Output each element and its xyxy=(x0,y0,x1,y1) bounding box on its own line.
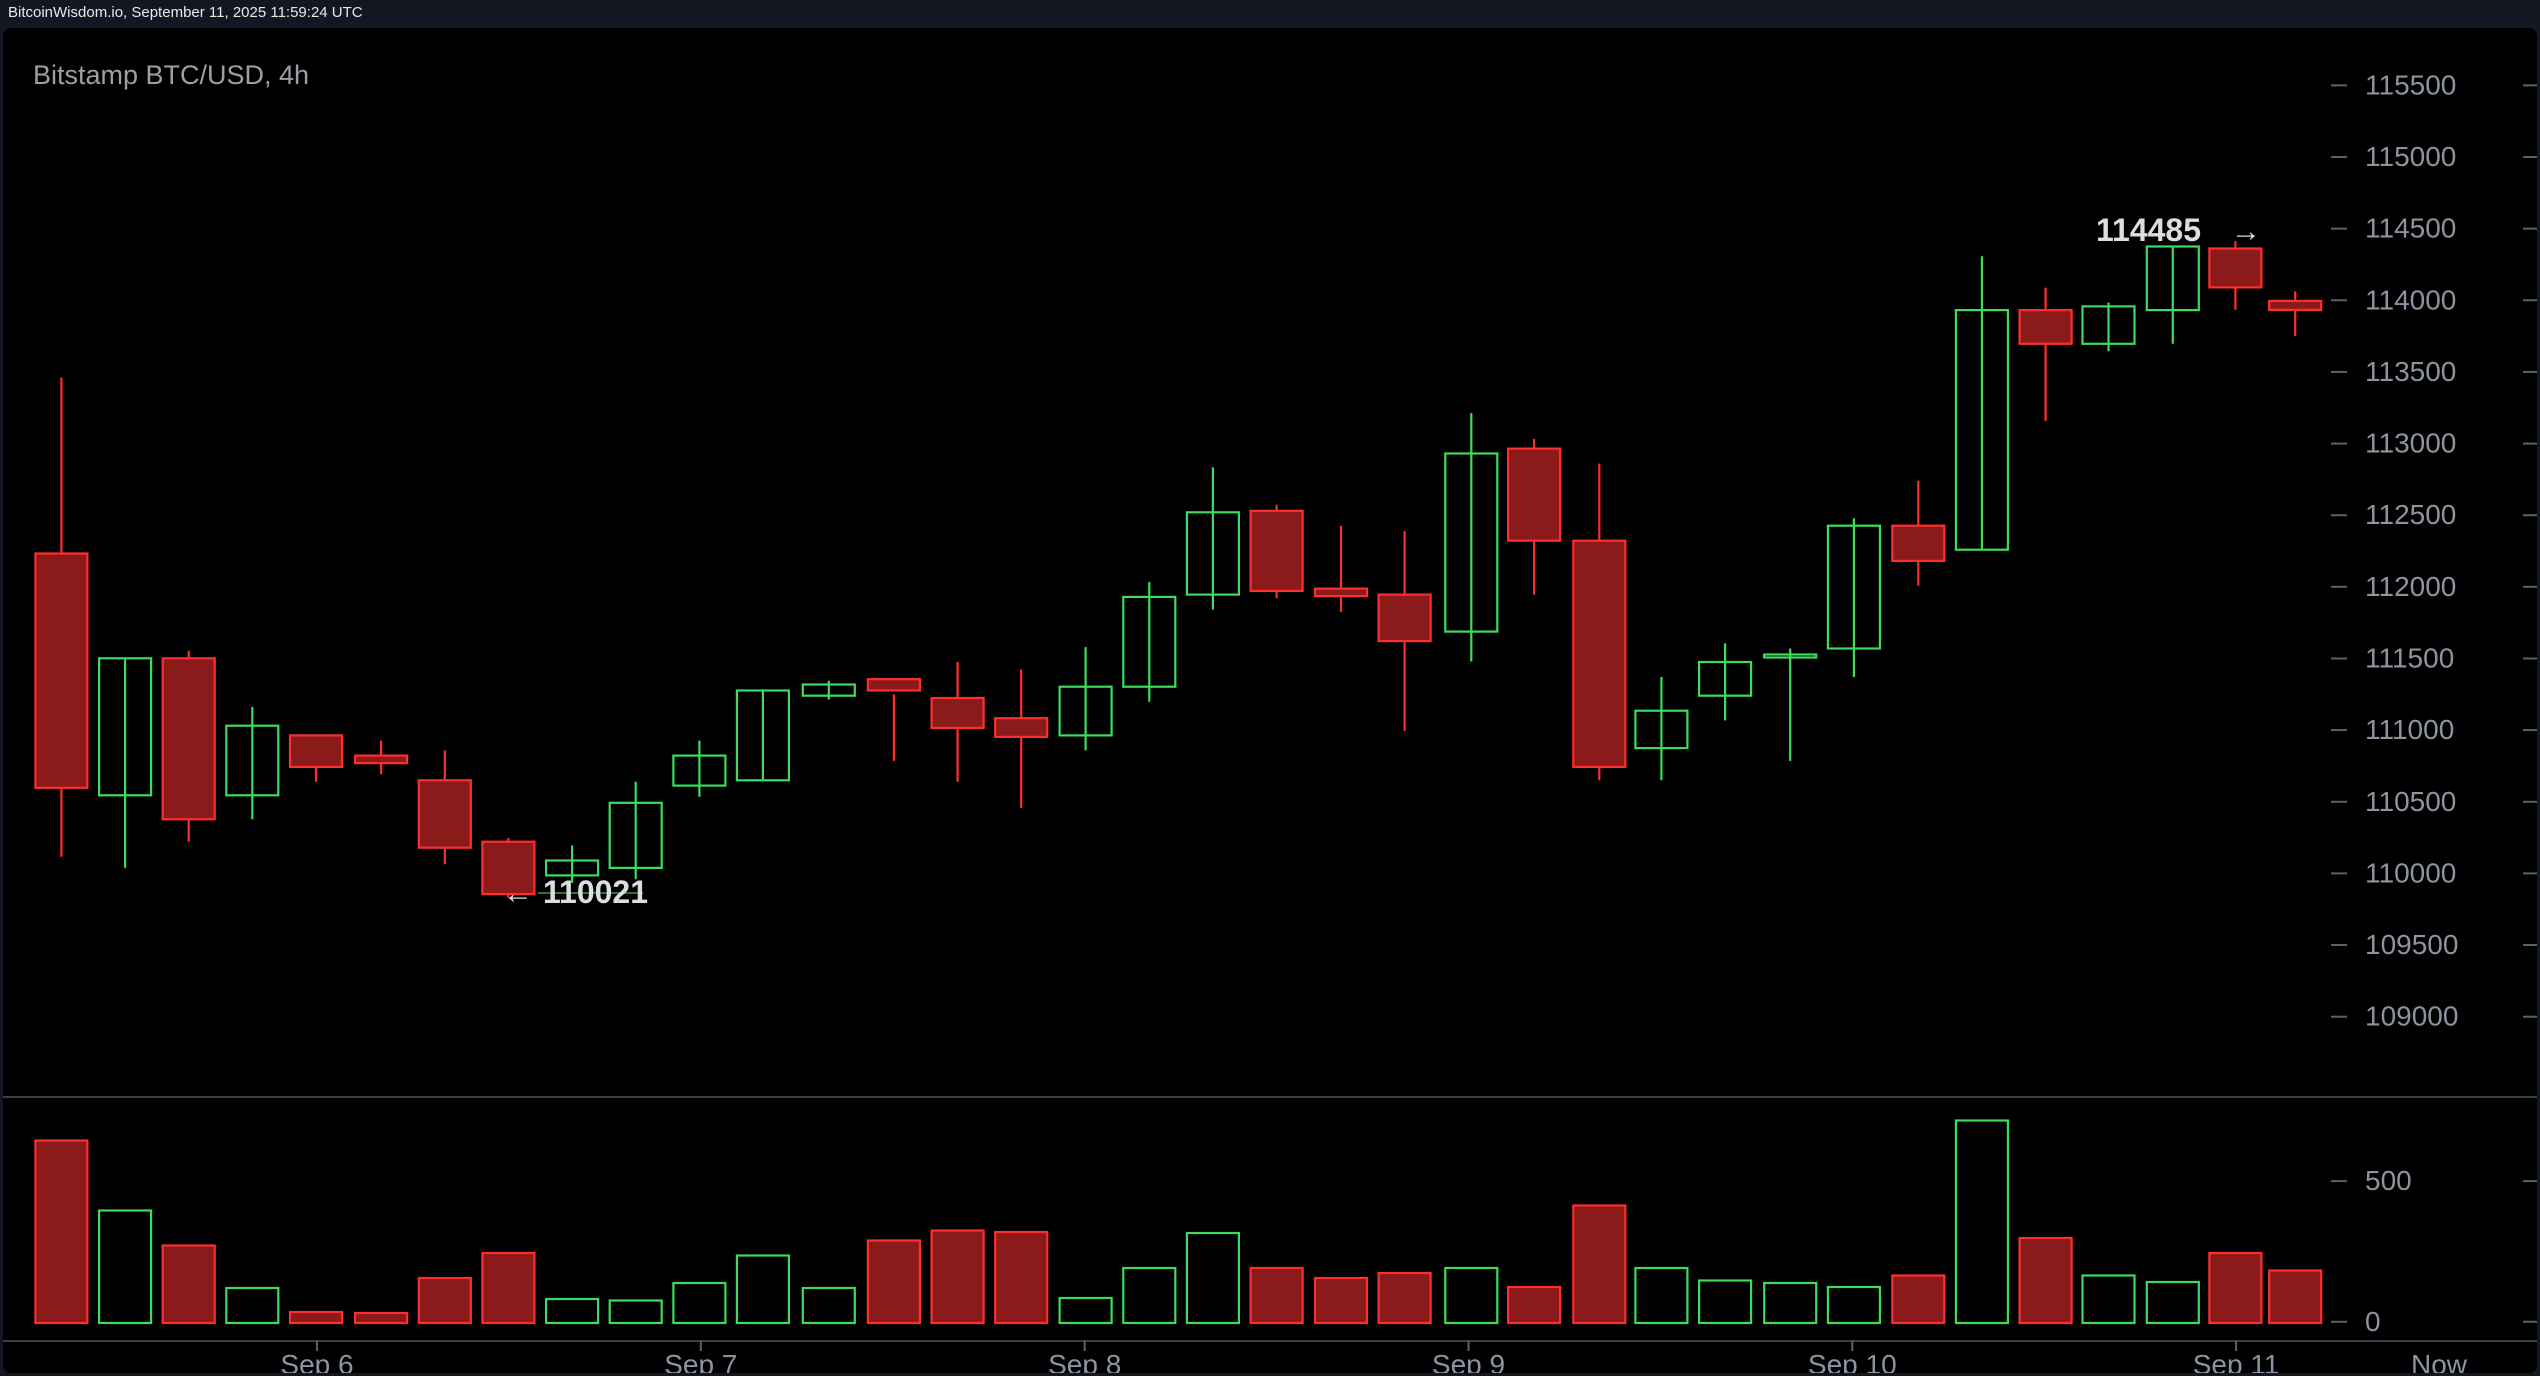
svg-text:109000: 109000 xyxy=(2365,1001,2458,1032)
svg-text:110021: 110021 xyxy=(543,874,648,910)
svg-text:500: 500 xyxy=(2365,1165,2412,1196)
svg-text:112500: 112500 xyxy=(2365,499,2456,530)
svg-text:111500: 111500 xyxy=(2365,643,2454,674)
svg-text:111000: 111000 xyxy=(2365,714,2454,745)
svg-text:Sep 9: Sep 9 xyxy=(1432,1349,1505,1376)
svg-text:Sep 11: Sep 11 xyxy=(2193,1349,2280,1376)
svg-text:113500: 113500 xyxy=(2365,356,2456,387)
svg-text:Sep 8: Sep 8 xyxy=(1048,1349,1121,1376)
svg-text:0: 0 xyxy=(2365,1306,2381,1337)
svg-text:110000: 110000 xyxy=(2365,857,2456,888)
svg-text:114000: 114000 xyxy=(2365,284,2456,315)
svg-text:113000: 113000 xyxy=(2365,428,2456,459)
svg-text:109500: 109500 xyxy=(2365,929,2458,960)
svg-text:115500: 115500 xyxy=(2365,69,2456,100)
svg-text:Sep 6: Sep 6 xyxy=(280,1349,353,1376)
svg-text:112000: 112000 xyxy=(2365,571,2456,602)
svg-text:Now: Now xyxy=(2411,1349,2468,1376)
svg-text:Sep 7: Sep 7 xyxy=(664,1349,737,1376)
svg-text:115000: 115000 xyxy=(2365,141,2456,172)
svg-text:114485: 114485 xyxy=(2096,212,2201,248)
svg-text:114500: 114500 xyxy=(2365,213,2456,244)
svg-text:110500: 110500 xyxy=(2365,786,2456,817)
svg-text:Sep 10: Sep 10 xyxy=(1808,1349,1897,1376)
